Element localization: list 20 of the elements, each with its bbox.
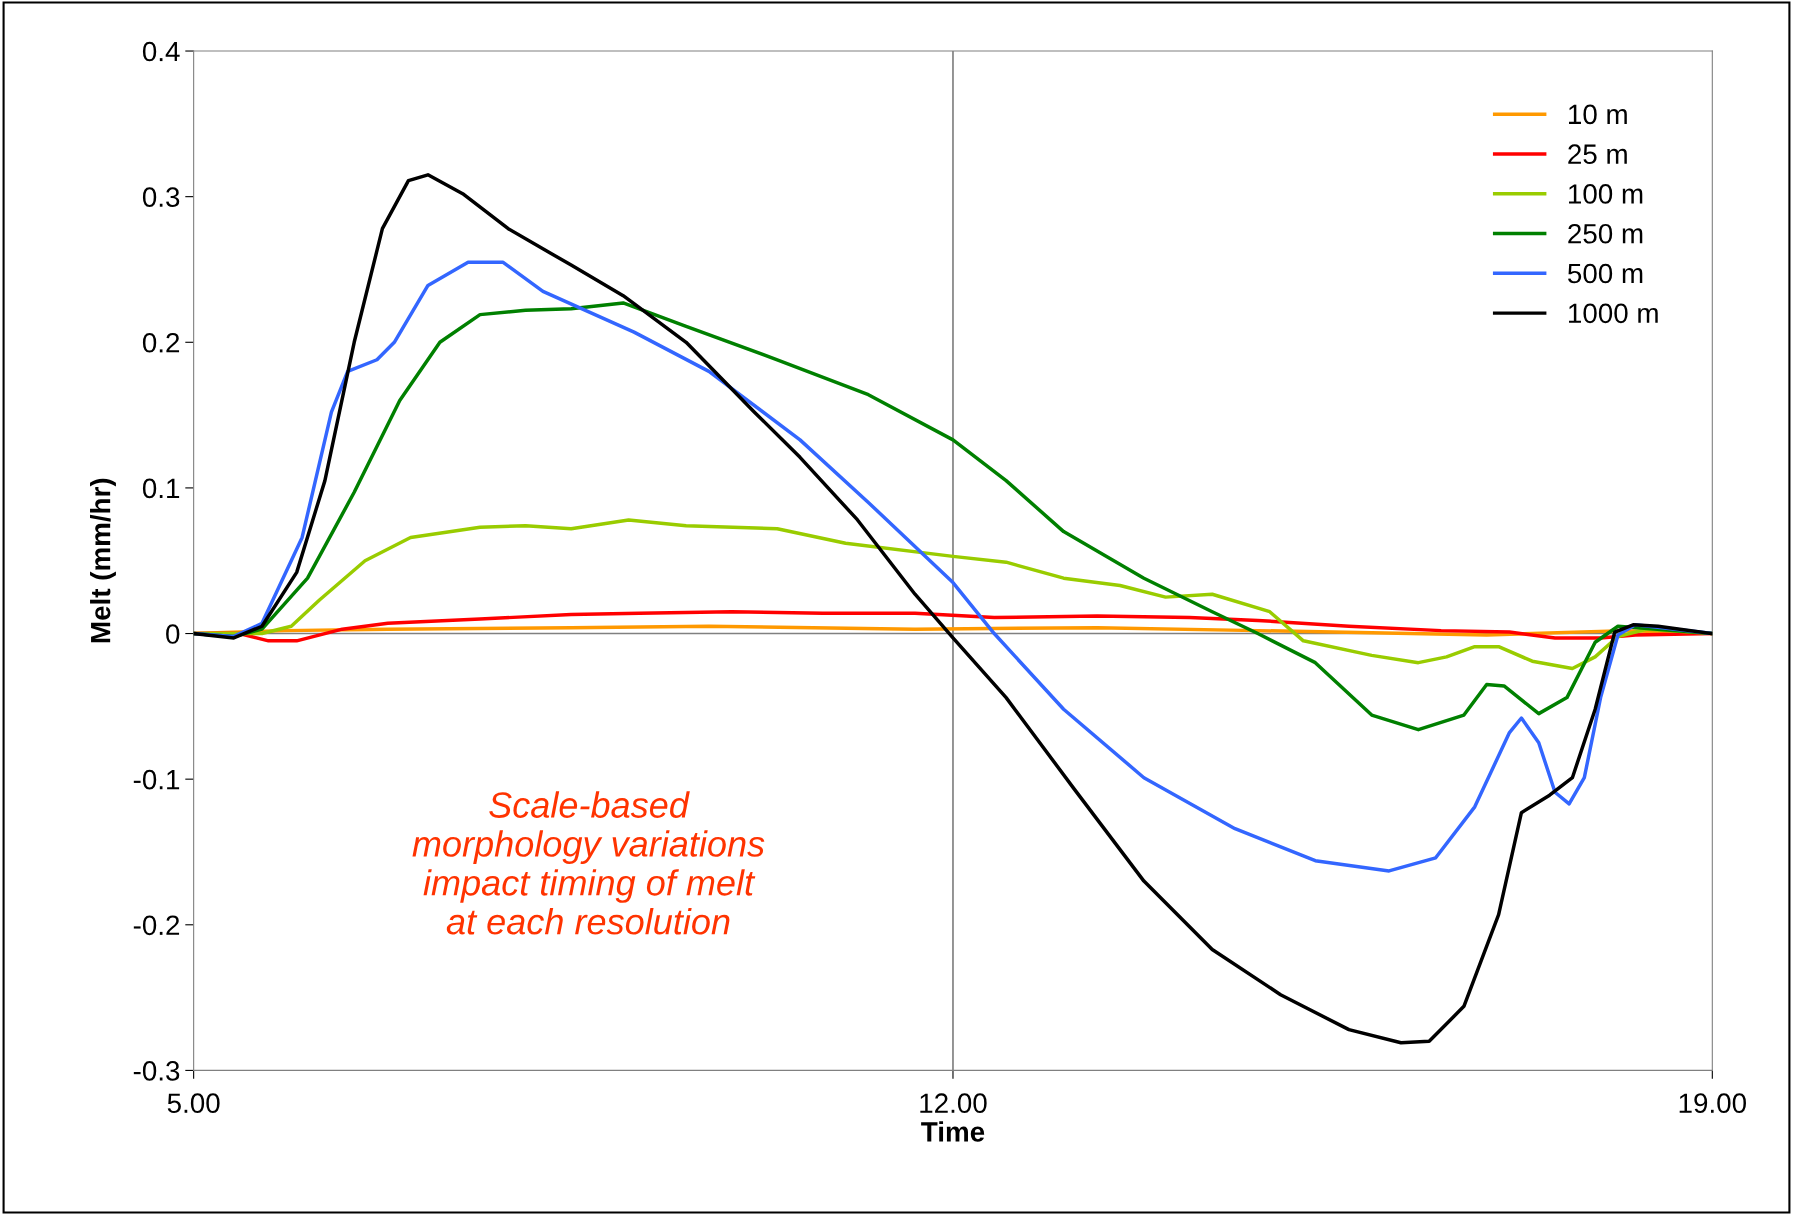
annotation: Scale-based morphology variations impact timing of melt at each resolution	[412, 791, 765, 935]
x-tick-label: 19.00	[1679, 1093, 1746, 1114]
x-axis-title: Time	[921, 1121, 985, 1142]
legend-label: 500 m	[1568, 263, 1643, 284]
legend-label: 25 m	[1568, 144, 1627, 164]
y-axis-title: Melt (mm/hr)	[90, 478, 116, 643]
y-tick-label: 0.4	[142, 41, 180, 62]
y-tick-label: 0.2	[142, 332, 180, 353]
legend-label: 250 m	[1568, 223, 1643, 244]
legend-label: 100 m	[1569, 184, 1643, 204]
y-tick-label: -0.3	[133, 1061, 180, 1081]
y-tick-label: 0.3	[142, 187, 180, 207]
y-tick-label: -0.1	[133, 769, 180, 790]
y-tick-label: -0.2	[133, 915, 180, 936]
x-tick-label: 12.00	[920, 1093, 987, 1114]
x-tick-label: 5.00	[167, 1093, 220, 1114]
legend-label: 1000 m	[1569, 303, 1658, 324]
y-tick-label: 0	[166, 624, 180, 644]
y-tick-label: 0.1	[142, 478, 180, 499]
legend-label: 10 m	[1569, 104, 1627, 125]
